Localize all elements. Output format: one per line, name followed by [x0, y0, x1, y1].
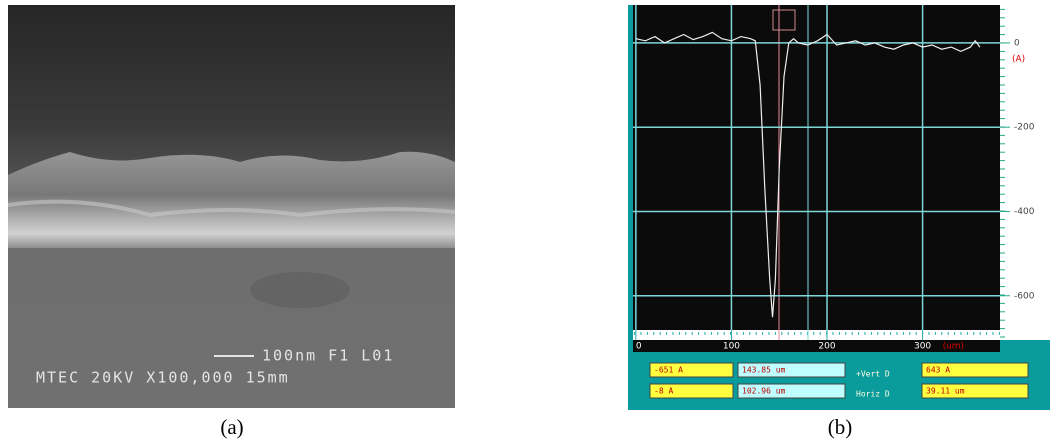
y-tick-label: -400	[1014, 207, 1035, 217]
sem-info: MTEC 20KV X100,000 15mm	[36, 369, 290, 387]
y-tick-label: -200	[1014, 123, 1035, 133]
x-tick-label: 300	[914, 342, 931, 352]
sem-image: 100nm F1 L01 MTEC 20KV X100,000 15mm	[8, 5, 455, 408]
readout-value: -651 A	[654, 366, 683, 375]
x-tick-label: 200	[818, 342, 835, 352]
readout-value: 143.85 um	[742, 366, 786, 375]
caption: (a)	[220, 415, 243, 439]
y-tick-label: 0	[1014, 38, 1020, 48]
readout-value: 39.11 um	[926, 387, 965, 396]
y-axis-label: (A)	[1012, 54, 1025, 64]
readout-value: 102.96 um	[742, 387, 786, 396]
y-tick-label: -600	[1014, 291, 1035, 301]
readout-label: Horiz D	[856, 390, 890, 399]
readout-label: +Vert D	[856, 370, 890, 379]
readout-value: -8 A	[654, 387, 673, 396]
caption: (b)	[828, 415, 853, 439]
x-tick-label: 0	[636, 342, 642, 352]
figure: 100nm F1 L01 MTEC 20KV X100,000 15mm (a)…	[0, 0, 1050, 442]
x-tick-label: 100	[723, 342, 740, 352]
scale-label: 100nm F1 L01	[262, 347, 394, 365]
readout-value: 643 A	[926, 366, 950, 375]
profiler-screen	[628, 5, 1050, 410]
x-axis-label: (um)	[943, 342, 965, 352]
